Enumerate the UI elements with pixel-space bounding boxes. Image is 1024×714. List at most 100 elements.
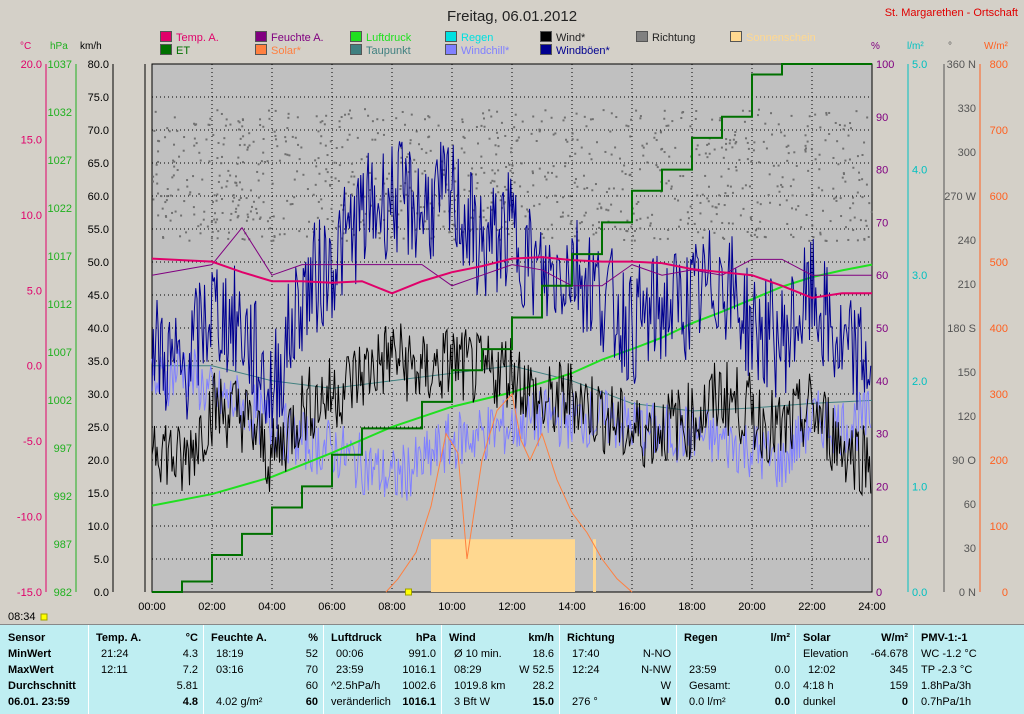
direction-point bbox=[171, 176, 174, 179]
rain-max-time: 23:59 bbox=[689, 664, 717, 676]
direction-point bbox=[619, 210, 622, 213]
direction-point bbox=[856, 155, 859, 158]
legend-label: Luftdruck bbox=[366, 32, 412, 44]
direction-point bbox=[338, 125, 341, 128]
direction-avg: W bbox=[660, 680, 671, 692]
direction-unit: ° bbox=[948, 41, 952, 52]
direction-point bbox=[641, 144, 644, 147]
direction-tick-label: 90 O bbox=[952, 455, 976, 467]
direction-point bbox=[496, 229, 499, 232]
direction-point bbox=[262, 151, 265, 154]
direction-point bbox=[519, 185, 522, 188]
direction-point bbox=[550, 116, 553, 119]
direction-point bbox=[278, 159, 281, 162]
direction-point bbox=[707, 142, 710, 145]
legend-label: ET bbox=[176, 45, 191, 57]
direction-point bbox=[713, 148, 716, 151]
direction-point bbox=[750, 160, 753, 163]
temp-min-time: 21:24 bbox=[101, 648, 129, 660]
solar-tick-label: 0 bbox=[1002, 587, 1008, 599]
direction-point bbox=[415, 130, 418, 133]
direction-point bbox=[781, 185, 784, 188]
direction-point bbox=[510, 151, 513, 154]
wind-tick-label: 60.0 bbox=[88, 191, 109, 203]
pmv-trend-3h: 1.8hPa/3h bbox=[921, 680, 972, 692]
direction-point bbox=[399, 188, 402, 191]
direction-point bbox=[397, 213, 400, 216]
direction-point bbox=[575, 112, 578, 115]
direction-point bbox=[667, 124, 670, 127]
direction-point bbox=[568, 155, 571, 158]
direction-point bbox=[583, 187, 586, 190]
direction-point bbox=[252, 200, 255, 203]
direction-point bbox=[757, 114, 760, 117]
direction-point bbox=[263, 161, 266, 164]
direction-point bbox=[769, 201, 772, 204]
temp-tick-label: 15.0 bbox=[21, 134, 42, 146]
legend-item: Regen bbox=[445, 31, 493, 45]
direction-point bbox=[621, 170, 624, 173]
solar-tick-label: 800 bbox=[990, 59, 1008, 71]
direction-point bbox=[266, 220, 269, 223]
series-line-windchill bbox=[151, 348, 872, 501]
direction-point bbox=[790, 233, 793, 236]
direction-point bbox=[261, 235, 264, 238]
direction-point bbox=[382, 133, 385, 136]
direction-point bbox=[243, 143, 246, 146]
direction-point bbox=[344, 113, 347, 116]
direction-point bbox=[511, 171, 514, 174]
direction-point bbox=[693, 222, 696, 225]
direction-point bbox=[186, 185, 189, 188]
direction-point bbox=[425, 228, 428, 231]
direction-point bbox=[217, 230, 220, 233]
direction-point bbox=[470, 216, 473, 219]
direction-point bbox=[238, 144, 241, 147]
direction-point bbox=[234, 210, 237, 213]
marker-time: 08:34 bbox=[8, 611, 36, 623]
rain-header: Regen bbox=[684, 632, 718, 644]
direction-point bbox=[866, 116, 869, 119]
direction-point bbox=[252, 140, 255, 143]
direction-point bbox=[400, 209, 403, 212]
direction-point bbox=[577, 239, 580, 242]
direction-point bbox=[699, 212, 702, 215]
direction-point bbox=[526, 190, 529, 193]
legend-label: Wind* bbox=[556, 32, 586, 44]
solar-elevation: -64.678 bbox=[870, 648, 908, 660]
direction-point bbox=[499, 199, 502, 202]
direction-point bbox=[756, 201, 759, 204]
direction-point bbox=[605, 208, 608, 211]
humidity-avg: 60 bbox=[305, 680, 318, 692]
direction-point bbox=[267, 109, 270, 112]
direction-point bbox=[678, 225, 680, 228]
direction-point bbox=[362, 219, 365, 222]
direction-point bbox=[626, 230, 629, 233]
wind-bft: 3 Bft W bbox=[454, 696, 491, 708]
legend-item: Temp. A. bbox=[160, 31, 219, 45]
pressure-tendency: veränderlich bbox=[331, 696, 391, 708]
direction-point bbox=[653, 237, 656, 240]
direction-point bbox=[679, 175, 682, 178]
direction-point bbox=[642, 146, 645, 149]
direction-point bbox=[296, 170, 299, 173]
direction-point bbox=[630, 225, 633, 228]
direction-point bbox=[759, 220, 762, 223]
humidity-tick-label: 0 bbox=[876, 587, 882, 599]
direction-point bbox=[363, 195, 366, 198]
direction-point bbox=[870, 210, 873, 213]
direction-point bbox=[334, 226, 337, 229]
direction-point bbox=[461, 121, 464, 124]
direction-point bbox=[510, 147, 513, 150]
direction-point bbox=[655, 139, 658, 142]
direction-point bbox=[341, 146, 344, 149]
direction-point bbox=[330, 176, 333, 179]
direction-point bbox=[262, 125, 265, 128]
direction-point bbox=[241, 188, 244, 191]
direction-point bbox=[602, 109, 605, 112]
direction-point bbox=[777, 164, 780, 167]
legend-swatch bbox=[730, 31, 742, 42]
direction-point bbox=[474, 173, 477, 176]
direction-point bbox=[746, 141, 749, 144]
solar-tick-label: 100 bbox=[990, 521, 1008, 533]
direction-point bbox=[624, 172, 627, 175]
